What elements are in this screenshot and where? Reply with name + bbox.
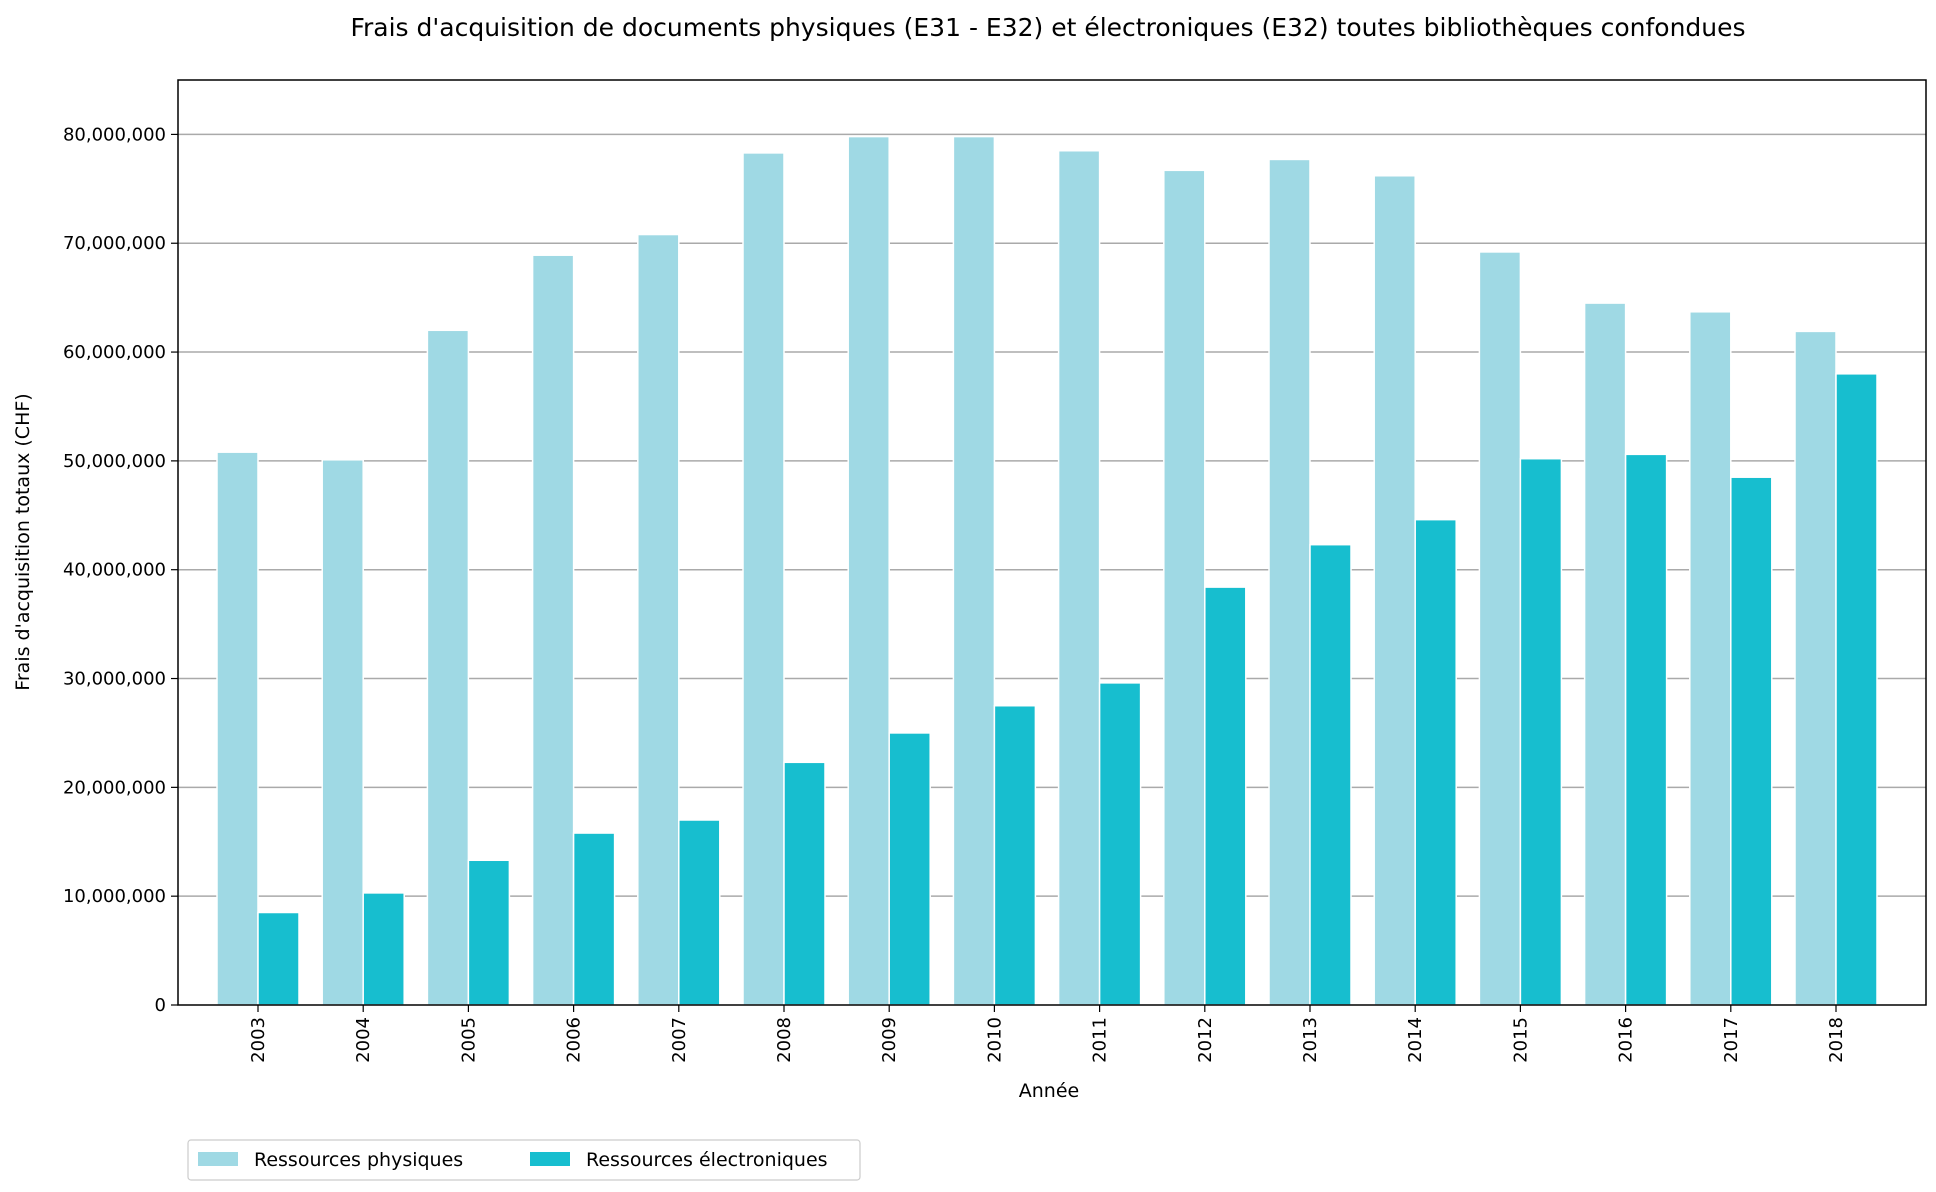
bar-electroniques-2015 — [1519, 457, 1563, 1006]
bar-physiques-2017 — [1689, 311, 1732, 1006]
x-tick-label: 2008 — [774, 1017, 795, 1063]
grid-lines — [178, 133, 1926, 897]
bar-electroniques-2014 — [1414, 518, 1457, 1006]
bar-physiques-2015 — [1478, 251, 1522, 1006]
bar-electroniques-2007 — [678, 819, 721, 1006]
chart-title: Frais d'acquisition de documents physiqu… — [350, 13, 1745, 42]
bar-physiques-2010 — [952, 135, 996, 1006]
y-tick-label: 50,000,000 — [63, 451, 166, 472]
plot-frame — [177, 79, 1927, 1006]
y-axis-title: Frais d'acquisition totaux (CHF) — [12, 393, 34, 690]
legend-swatch-physiques — [198, 1152, 238, 1166]
bar-electroniques-2005 — [467, 859, 511, 1006]
y-tick-label: 0 — [155, 995, 166, 1016]
bar-physiques-2011 — [1057, 149, 1101, 1006]
x-tick-label: 2012 — [1195, 1017, 1216, 1063]
x-tick-label: 2007 — [669, 1017, 690, 1063]
x-tick-label: 2014 — [1405, 1017, 1426, 1063]
bar-electroniques-2012 — [1204, 586, 1247, 1006]
y-tick-label: 20,000,000 — [63, 777, 166, 798]
bar-electroniques-2017 — [1730, 476, 1773, 1006]
bar-physiques-2018 — [1794, 330, 1837, 1006]
bar-electroniques-2011 — [1098, 682, 1142, 1006]
y-axis: 0 10,000,000 20,000,000 30,000,000 40,000,00… — [63, 124, 178, 1016]
bar-physiques-2013 — [1268, 158, 1311, 1006]
bar-physiques-2006 — [531, 254, 575, 1006]
x-tick-label: 2017 — [1721, 1017, 1742, 1063]
x-tick-label: 2003 — [248, 1017, 269, 1063]
bar-electroniques-2004 — [362, 892, 405, 1006]
bar-electroniques-2003 — [257, 911, 300, 1006]
x-tick-label: 2009 — [879, 1017, 900, 1063]
legend-label-physiques: Ressources physiques — [254, 1149, 463, 1171]
bar-electroniques-2016 — [1624, 453, 1668, 1006]
x-tick-label: 2013 — [1300, 1017, 1321, 1063]
bar-physiques-2008 — [742, 152, 785, 1006]
x-tick-label: 2015 — [1510, 1017, 1531, 1063]
bar-physiques-2007 — [637, 233, 680, 1006]
bar-physiques-2016 — [1583, 302, 1627, 1006]
x-tick-label: 2004 — [353, 1017, 374, 1063]
x-tick-label: 2010 — [984, 1017, 1005, 1063]
bar-physiques-2005 — [426, 329, 470, 1006]
y-tick-label: 40,000,000 — [63, 560, 166, 581]
legend-label-electroniques: Ressources électroniques — [586, 1149, 828, 1171]
bar-physiques-2012 — [1163, 169, 1206, 1006]
bar-physiques-2009 — [847, 135, 890, 1006]
x-tick-label: 2005 — [458, 1017, 479, 1063]
x-axis: 2003 2004 2005 2006 2007 2008 2009 2010 2011 2012… — [248, 1005, 1847, 1063]
y-tick-label: 60,000,000 — [63, 342, 166, 363]
bar-electroniques-2010 — [993, 704, 1037, 1006]
bar-electroniques-2018 — [1835, 373, 1878, 1006]
y-tick-label: 70,000,000 — [63, 233, 166, 254]
x-tick-label: 2006 — [564, 1017, 585, 1063]
bars — [216, 135, 1878, 1006]
bar-electroniques-2013 — [1309, 543, 1352, 1006]
y-tick-label: 80,000,000 — [63, 124, 166, 145]
bar-electroniques-2006 — [572, 832, 616, 1006]
legend-frame — [187, 1139, 861, 1181]
bar-physiques-2003 — [216, 451, 259, 1006]
legend-swatch-electroniques — [530, 1152, 570, 1166]
bar-electroniques-2008 — [783, 761, 826, 1006]
x-tick-label: 2011 — [1090, 1017, 1111, 1063]
bar-physiques-2014 — [1373, 175, 1416, 1006]
y-tick-label: 30,000,000 — [63, 669, 166, 690]
y-tick-label: 10,000,000 — [63, 886, 166, 907]
legend: Ressources physiques Ressources électron… — [187, 1139, 861, 1181]
bar-physiques-2004 — [321, 459, 364, 1006]
x-tick-label: 2016 — [1616, 1017, 1637, 1063]
x-axis-title: Année — [1019, 1080, 1079, 1102]
bar-electroniques-2009 — [888, 732, 931, 1006]
x-tick-label: 2018 — [1826, 1017, 1847, 1063]
